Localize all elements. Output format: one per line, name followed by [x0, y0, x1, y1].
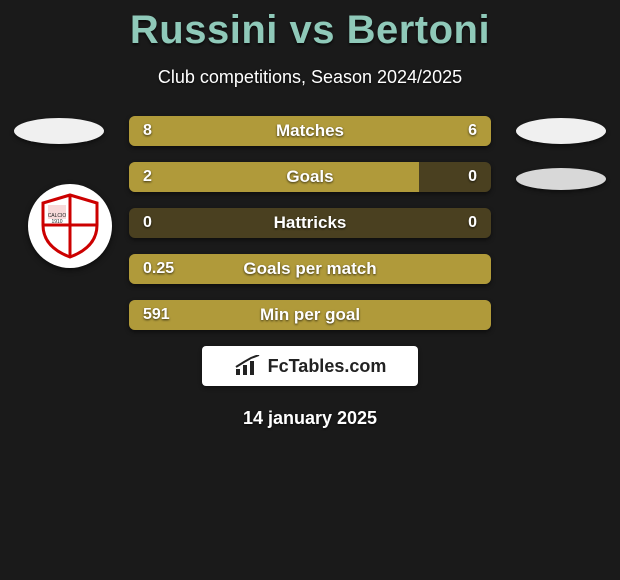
- page-subtitle: Club competitions, Season 2024/2025: [0, 67, 620, 88]
- stat-fill-left: [129, 162, 419, 192]
- comparison-container: CALCIO 1910 8Matches62Goals00Hattricks00…: [0, 116, 620, 330]
- player-right-badge-2: [516, 168, 606, 190]
- stat-label: Goals per match: [243, 259, 376, 279]
- stat-row: 0 Hattricks 0: [129, 208, 491, 238]
- stat-value-left: 0: [143, 214, 152, 232]
- chart-icon: [234, 355, 262, 377]
- player-right-badge: [516, 118, 606, 144]
- shield-icon: CALCIO 1910: [35, 191, 105, 261]
- stat-value-left: 8: [143, 122, 152, 140]
- stat-label: Matches: [276, 121, 344, 141]
- stat-value-right: 0: [468, 168, 477, 186]
- stat-value-right: 6: [468, 122, 477, 140]
- stat-value-left: 591: [143, 306, 170, 324]
- svg-text:1910: 1910: [51, 219, 62, 225]
- club-badge-left: CALCIO 1910: [28, 184, 112, 268]
- player-left-badge: [14, 118, 104, 144]
- stat-row: 591 Min per goal: [129, 300, 491, 330]
- date-label: 14 january 2025: [0, 408, 620, 429]
- stat-value-left: 2: [143, 168, 152, 186]
- stat-label: Min per goal: [260, 305, 360, 325]
- stat-row: 2 Goals 0: [129, 162, 491, 192]
- stat-value-left: 0.25: [143, 260, 174, 278]
- stat-label: Goals: [286, 167, 333, 187]
- stat-label: Hattricks: [274, 213, 347, 233]
- page-title: Russini vs Bertoni: [0, 0, 620, 53]
- stat-row: 0.25 Goals per match: [129, 254, 491, 284]
- brand-text: FcTables.com: [268, 356, 387, 377]
- stat-row: 8 Matches 6: [129, 116, 491, 146]
- stat-value-right: 0: [468, 214, 477, 232]
- brand-box[interactable]: FcTables.com: [202, 346, 418, 386]
- stats-list: 8 Matches 6 2 Goals 0 0 Hattricks 0 0.25 Goals per…: [129, 116, 491, 330]
